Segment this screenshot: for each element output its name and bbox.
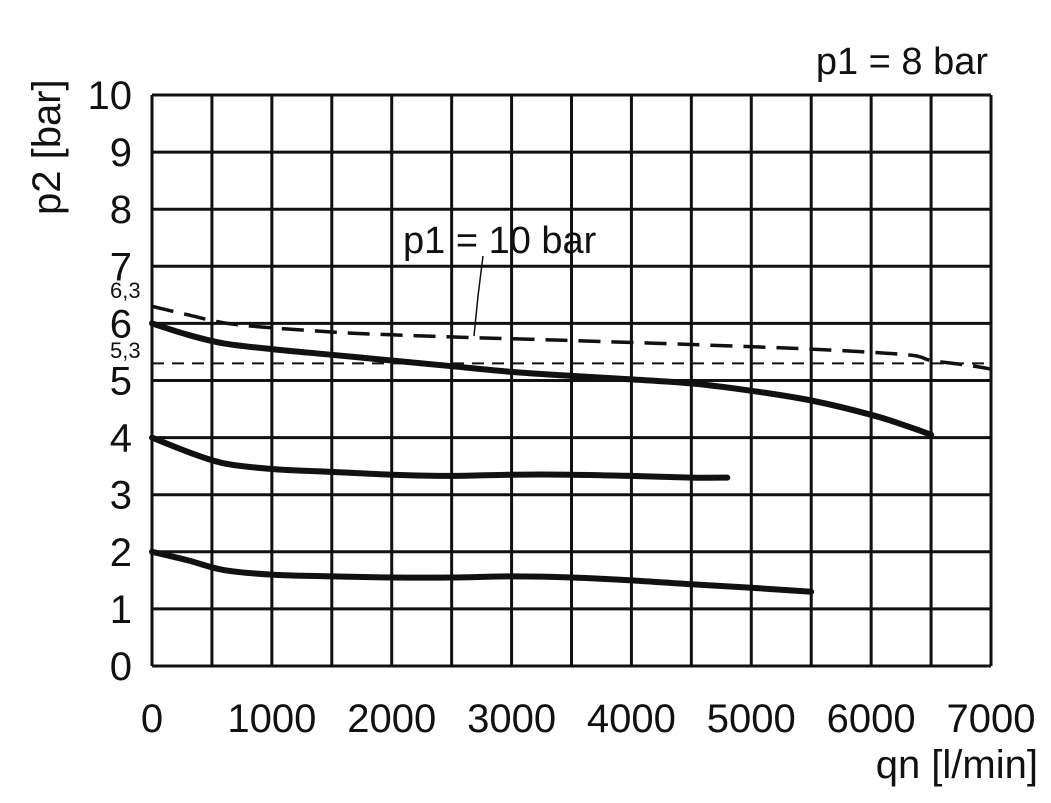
grid: [150, 93, 993, 668]
y-tick-label: 7: [110, 245, 132, 289]
y-tick-label: 1: [110, 588, 132, 632]
x-tick-label: 7000: [947, 697, 1036, 741]
series-line-4: [149, 548, 815, 595]
x-axis-title: qn [l/min]: [876, 743, 1038, 787]
series-group: [149, 304, 992, 595]
annotation-p1-10bar: p1 = 10 bar: [403, 220, 597, 262]
y-tick-label: 6: [110, 302, 132, 346]
y-tick-label: 0: [110, 645, 132, 689]
x-tick-label: 4000: [587, 697, 676, 741]
x-tick-label: 2000: [347, 697, 436, 741]
x-tick-label: 1000: [227, 697, 316, 741]
y-tick-label: 2: [110, 531, 132, 575]
x-tick-label: 6000: [827, 697, 916, 741]
y-axis-title: p2 [bar]: [25, 79, 69, 215]
x-tick-label: 0: [141, 697, 163, 741]
series-line-2: [149, 320, 935, 438]
series-line-1: [151, 304, 992, 371]
y-tick-label: 3: [110, 474, 132, 518]
annotation-leader-line: [473, 255, 484, 337]
tick-labels: 0 1000 2000 3000 4000 5000 6000 7000 0 1 2 3 4 5 6 7 8 9 1…: [88, 74, 1036, 741]
annotation-6-3: 6,3: [110, 278, 141, 303]
y-tick-label: 10: [88, 74, 133, 118]
series-line-3: [149, 434, 731, 481]
annotation-p1-8bar: p1 = 8 bar: [816, 41, 989, 83]
y-tick-label: 5: [110, 360, 132, 404]
y-tick-label: 9: [110, 131, 132, 175]
x-tick-label: 3000: [467, 697, 556, 741]
x-tick-label: 5000: [707, 697, 796, 741]
y-tick-label: 8: [110, 188, 132, 232]
annotation-5-3: 5,3: [110, 338, 141, 363]
y-tick-label: 4: [110, 417, 132, 461]
